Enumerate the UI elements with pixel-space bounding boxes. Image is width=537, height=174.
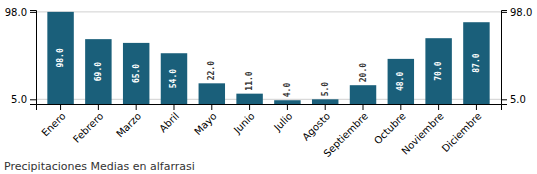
x-tick-label: Julio — [271, 110, 294, 133]
x-tick: Septiembre — [321, 104, 370, 159]
x-tick-mark — [400, 104, 401, 110]
x-tick-label: Mayo — [192, 110, 219, 137]
x-tick-mark — [287, 104, 288, 110]
bar — [463, 22, 489, 104]
x-tick: Julio — [271, 104, 294, 134]
x-tick: Junio — [231, 104, 257, 136]
y-tick-mark — [30, 12, 36, 13]
grid-line — [36, 11, 501, 12]
x-tick: Febrero — [71, 104, 105, 145]
y-tick-label: 98.0 — [5, 7, 27, 18]
x-tick-mark — [438, 104, 439, 110]
x-tick-mark — [98, 104, 99, 110]
y2-tick: 5.0 — [501, 94, 526, 105]
data-label: 22.0 — [207, 61, 216, 80]
bar — [47, 12, 73, 104]
x-tick-mark — [363, 104, 364, 110]
x-tick-mark — [476, 104, 477, 110]
x-tick-label: Octubre — [372, 110, 408, 146]
y-tick: 5.0 — [11, 94, 36, 105]
y2-tick-label: 98.0 — [510, 7, 532, 18]
x-tick-mark — [325, 104, 326, 110]
x-tick: Enero — [39, 104, 67, 139]
bar — [123, 43, 149, 104]
bar — [388, 59, 414, 104]
x-tick-label: Noviembre — [399, 110, 445, 156]
chart: 5.0 98.0 5.0 98.0 EneroFebrero Marzo Abril Mayo… — [0, 0, 537, 174]
x-tick: Octubre — [372, 104, 408, 146]
plot-area — [47, 12, 489, 104]
x-tick-label: Agosto — [300, 110, 332, 142]
x-tick-mark — [60, 104, 61, 110]
data-label: 98.0 — [56, 48, 65, 67]
data-label: 20.0 — [359, 63, 368, 82]
x-tick-label: Septiembre — [321, 110, 370, 159]
x-tick-mark — [211, 104, 212, 110]
x-tick-label: Febrero — [71, 110, 105, 144]
y2-axis: 5.0 98.0 — [501, 7, 532, 105]
data-labels: 98.0 69.0 65.0 54.0 22.0 11.0 4.0 5.0 20.0 48.0 70… — [56, 48, 481, 97]
x-tick: Mayo — [192, 104, 219, 137]
x-tick-mark — [249, 104, 250, 110]
y-axis-line — [30, 11, 37, 105]
data-label: 70.0 — [434, 61, 443, 80]
x-tick: Marzo — [114, 104, 143, 140]
x-axis: EneroFebrero Marzo Abril Mayo Junio Julio Agos… — [37, 104, 502, 159]
x-tick: Abril — [157, 104, 181, 134]
x-axis-line — [37, 105, 502, 111]
x-tick: Noviembre — [399, 104, 445, 157]
data-label: 11.0 — [245, 71, 254, 90]
y2-tick-mark — [501, 99, 507, 100]
title: Precipitaciones Medias en alfarrasi — [4, 160, 195, 173]
data-label: 87.0 — [472, 53, 481, 72]
bar — [350, 85, 376, 104]
y2-axis-line — [502, 11, 508, 105]
x-tick: Agosto — [300, 104, 332, 143]
data-label: 65.0 — [132, 64, 141, 83]
bar — [85, 39, 111, 104]
x-tick-label: Abril — [157, 110, 181, 134]
bar — [161, 53, 187, 104]
x-tick-mark — [173, 104, 174, 110]
bar — [312, 99, 338, 104]
y-tick-label: 5.0 — [11, 94, 27, 105]
x-tick-mark — [136, 104, 137, 110]
y2-tick-label: 5.0 — [510, 94, 526, 105]
x-tick-label: Junio — [231, 110, 257, 136]
x-tick: Diciembre — [440, 104, 484, 154]
bar — [425, 38, 451, 104]
data-label: 69.0 — [94, 62, 103, 81]
bar — [236, 94, 262, 104]
y2-tick-mark — [501, 12, 507, 13]
data-label: 48.0 — [396, 72, 405, 91]
x-tick-label: Diciembre — [440, 110, 484, 154]
y2-tick: 98.0 — [501, 7, 532, 18]
bar — [199, 83, 225, 104]
y-tick-mark — [30, 99, 36, 100]
x-tick-label: Enero — [39, 110, 67, 138]
data-label: 5.0 — [321, 82, 330, 97]
data-label: 54.0 — [169, 69, 178, 88]
x-tick-label: Marzo — [114, 110, 143, 139]
bar — [274, 100, 300, 104]
y-axis: 5.0 98.0 — [5, 7, 37, 105]
y-tick: 98.0 — [5, 7, 36, 18]
data-label: 4.0 — [283, 83, 292, 98]
